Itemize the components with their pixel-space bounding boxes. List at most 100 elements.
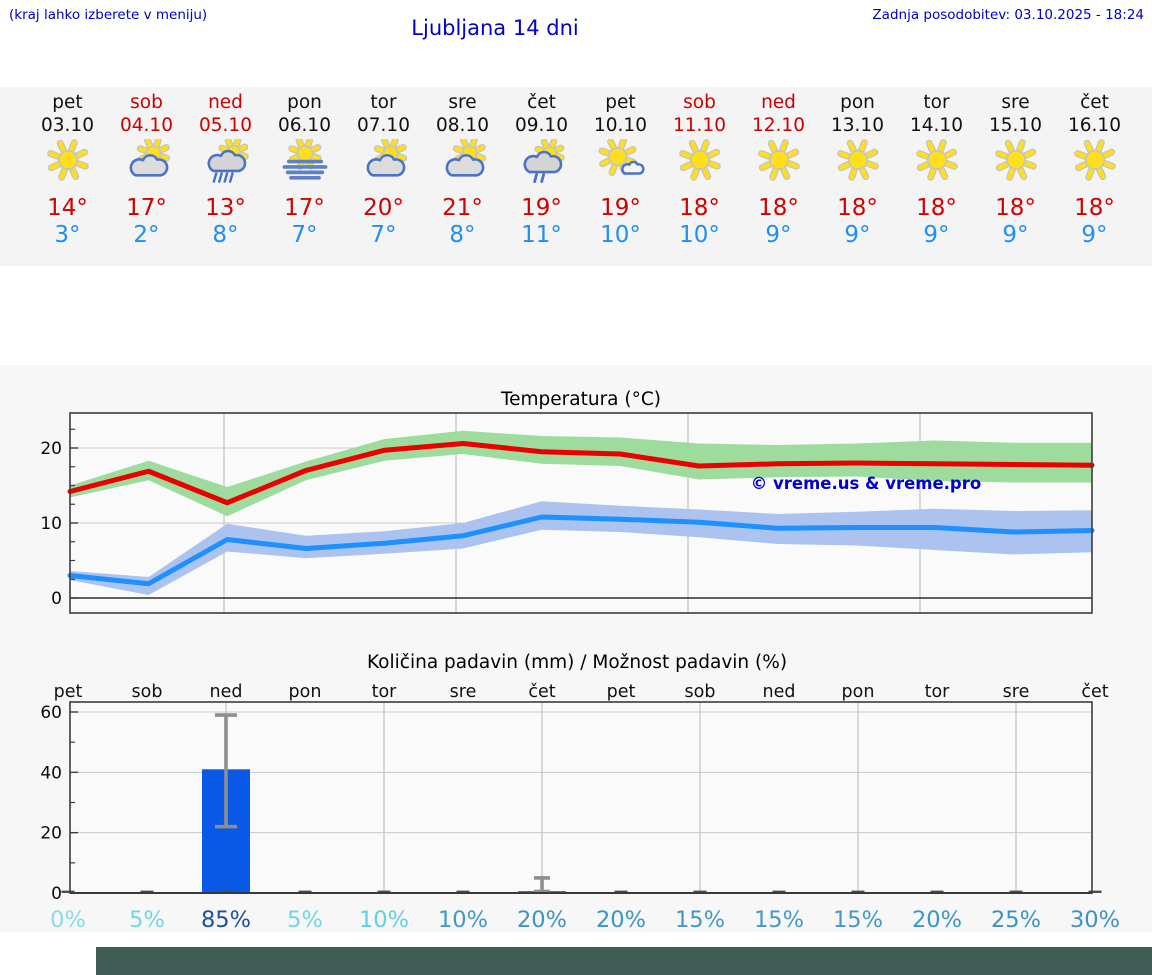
precip-day-label: pon — [289, 682, 322, 702]
min-temp: 8° — [212, 222, 239, 248]
max-temp: 19° — [600, 195, 641, 221]
min-temperature-line — [67, 514, 1095, 587]
sun-icon — [994, 139, 1037, 181]
precip-stub — [377, 890, 391, 893]
sun-smallcloud-icon — [597, 139, 645, 176]
weather-icon-box — [186, 139, 265, 186]
weather-icon-box — [581, 139, 660, 186]
temp-ytick-label: 20 — [40, 439, 62, 459]
min-temp: 9° — [1002, 222, 1029, 248]
weather-icon-box — [739, 139, 818, 186]
min-temp: 9° — [844, 222, 871, 248]
precip-probability-label: 30% — [1070, 907, 1120, 933]
temperature-chart-title: Temperatura (°C) — [500, 389, 661, 410]
min-temp: 9° — [923, 222, 950, 248]
precip-stub — [772, 890, 786, 893]
precip-probability-label: 15% — [675, 907, 725, 933]
precip-probability-label: 25% — [991, 907, 1041, 933]
precip-stub — [1009, 890, 1023, 893]
min-temp: 11° — [521, 222, 562, 248]
max-temp: 13° — [205, 195, 246, 221]
precip-stub — [61, 890, 75, 893]
day-name: sob — [683, 92, 716, 113]
max-temp: 18° — [1074, 195, 1115, 221]
precip-day-label: tor — [372, 682, 398, 702]
day-column-14.10: tor 14.10 18° 9° — [897, 87, 976, 266]
temp-plot-area — [70, 413, 1092, 613]
temp-chart-frame — [69, 412, 1093, 614]
max-temp: 18° — [758, 195, 799, 221]
weather-icon-box — [976, 139, 1055, 186]
precip-plot-area — [70, 702, 1092, 893]
min-temp: 8° — [449, 222, 476, 248]
weather-icon-box — [502, 139, 581, 186]
day-column-09.10: čet 09.10 19° 11° — [502, 87, 581, 266]
last-update: Zadnja posodobitev: 03.10.2025 - 18:24 — [872, 7, 1144, 23]
weather-icon-box — [1055, 139, 1134, 186]
sun-icon — [836, 139, 879, 181]
day-date: 11.10 — [673, 115, 726, 136]
day-date: 06.10 — [278, 115, 331, 136]
precip-ytick-label: 60 — [40, 703, 62, 723]
day-date: 14.10 — [910, 115, 963, 136]
precip-day-label: pet — [607, 682, 636, 702]
day-date: 04.10 — [120, 115, 173, 136]
day-date: 08.10 — [436, 115, 489, 136]
precip-probability-label: 85% — [201, 907, 251, 933]
day-name: ned — [761, 92, 796, 113]
max-temp: 18° — [916, 195, 957, 221]
precip-day-label: čet — [1081, 682, 1108, 702]
precip-stub — [851, 890, 865, 893]
precip-probability-label: 5% — [129, 907, 165, 933]
day-date: 15.10 — [989, 115, 1042, 136]
day-column-06.10: pon 06.10 17° 7° — [265, 87, 344, 266]
day-name: tor — [370, 92, 397, 113]
max-temp: 18° — [837, 195, 878, 221]
day-name: pon — [840, 92, 875, 113]
max-temperature-range-band — [70, 430, 1092, 517]
precip-stub — [930, 890, 944, 893]
day-column-13.10: pon 13.10 18° 9° — [818, 87, 897, 266]
max-temp: 17° — [126, 195, 167, 221]
sun-cloud-lightrain-icon — [523, 139, 565, 183]
weather-icon-box — [344, 139, 423, 186]
sun-icon — [915, 139, 958, 181]
day-date: 05.10 — [199, 115, 252, 136]
day-name: sre — [448, 92, 477, 113]
precip-stub — [140, 890, 154, 893]
precip-probability-label: 0% — [50, 907, 86, 933]
sun-cloud-icon — [445, 139, 486, 177]
day-date: 10.10 — [594, 115, 647, 136]
precip-probability-label: 15% — [754, 907, 804, 933]
day-name: ned — [208, 92, 243, 113]
page-title: Ljubljana 14 dni — [411, 16, 579, 40]
menu-note: (kraj lahko izberete v meniju) — [9, 7, 208, 23]
precip-stub — [456, 890, 470, 893]
precip-stub — [298, 890, 312, 893]
precip-probability-label: 10% — [438, 907, 488, 933]
weather-icon-box — [28, 139, 107, 186]
weather-icon-box — [107, 139, 186, 186]
day-name: sob — [130, 92, 163, 113]
day-column-07.10: tor 07.10 20° 7° — [344, 87, 423, 266]
day-column-12.10: ned 12.10 18° 9° — [739, 87, 818, 266]
max-temp: 18° — [995, 195, 1036, 221]
min-temp: 2° — [133, 222, 160, 248]
precip-day-label: ned — [763, 682, 796, 702]
precip-probability-label: 20% — [596, 907, 646, 933]
precip-day-label: sob — [685, 682, 716, 702]
day-column-03.10: pet 03.10 14° 3° — [28, 87, 107, 266]
precip-probability-label: 15% — [833, 907, 883, 933]
precip-stub — [219, 890, 233, 893]
sun-icon — [678, 139, 721, 181]
sun-cloud-icon — [366, 139, 407, 177]
day-date: 07.10 — [357, 115, 410, 136]
max-temp: 21° — [442, 195, 483, 221]
day-name: sre — [1001, 92, 1030, 113]
max-temp: 17° — [284, 195, 325, 221]
temp-ytick-label: 0 — [51, 589, 62, 609]
precip-stub — [535, 890, 549, 893]
precip-ytick-label: 0 — [51, 884, 62, 904]
precip-day-label: sre — [1003, 682, 1030, 702]
